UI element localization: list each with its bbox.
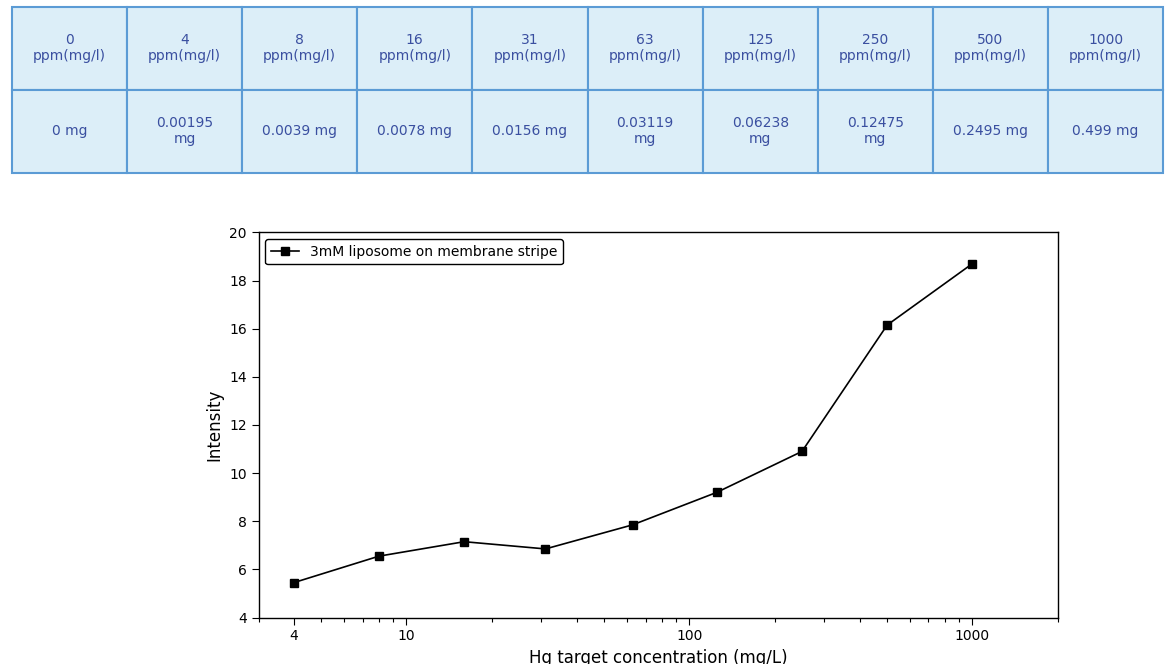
Text: 0.0156 mg: 0.0156 mg: [492, 124, 568, 138]
Text: 0.12475
mg: 0.12475 mg: [847, 116, 904, 146]
Bar: [12, 7, 127, 90]
Text: 0.2495 mg: 0.2495 mg: [953, 124, 1028, 138]
X-axis label: Hg target concentration (mg/L): Hg target concentration (mg/L): [529, 649, 787, 664]
Bar: [818, 90, 933, 173]
Text: 63
ppm(mg/l): 63 ppm(mg/l): [609, 33, 681, 63]
Bar: [1048, 90, 1163, 173]
Bar: [933, 7, 1048, 90]
Bar: [127, 7, 242, 90]
Bar: [703, 90, 818, 173]
Bar: [818, 7, 933, 90]
Text: 0
ppm(mg/l): 0 ppm(mg/l): [33, 33, 106, 63]
Text: 0 mg: 0 mg: [52, 124, 87, 138]
Text: 1000
ppm(mg/l): 1000 ppm(mg/l): [1069, 33, 1142, 63]
Bar: [472, 7, 588, 90]
Text: 125
ppm(mg/l): 125 ppm(mg/l): [724, 33, 797, 63]
Text: 0.00195
mg: 0.00195 mg: [156, 116, 213, 146]
Bar: [357, 7, 472, 90]
Text: 4
ppm(mg/l): 4 ppm(mg/l): [148, 33, 221, 63]
Text: 0.06238
mg: 0.06238 mg: [732, 116, 788, 146]
Legend: 3mM liposome on membrane stripe: 3mM liposome on membrane stripe: [266, 239, 563, 264]
Text: 31
ppm(mg/l): 31 ppm(mg/l): [494, 33, 566, 63]
Bar: [127, 90, 242, 173]
Bar: [933, 90, 1048, 173]
Bar: [588, 90, 703, 173]
Text: 16
ppm(mg/l): 16 ppm(mg/l): [378, 33, 451, 63]
Text: 0.03119
mg: 0.03119 mg: [617, 116, 673, 146]
Text: 500
ppm(mg/l): 500 ppm(mg/l): [954, 33, 1027, 63]
Bar: [12, 90, 127, 173]
Text: 0.0039 mg: 0.0039 mg: [262, 124, 337, 138]
Text: 0.499 mg: 0.499 mg: [1073, 124, 1139, 138]
Bar: [588, 7, 703, 90]
Bar: [357, 90, 472, 173]
Y-axis label: Intensity: Intensity: [206, 389, 223, 461]
Bar: [472, 90, 588, 173]
Text: 0.0078 mg: 0.0078 mg: [377, 124, 452, 138]
Text: 8
ppm(mg/l): 8 ppm(mg/l): [263, 33, 336, 63]
Bar: [242, 90, 357, 173]
Bar: [242, 7, 357, 90]
Bar: [703, 7, 818, 90]
Text: 250
ppm(mg/l): 250 ppm(mg/l): [839, 33, 912, 63]
Bar: [1048, 7, 1163, 90]
